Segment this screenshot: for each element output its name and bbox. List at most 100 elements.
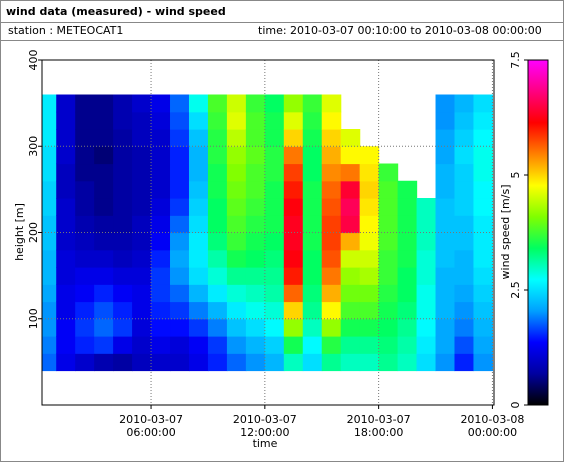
- heat-cell: [264, 111, 285, 130]
- heat-cell: [454, 198, 475, 216]
- heat-cell: [264, 129, 285, 147]
- heat-cell: [302, 111, 323, 130]
- heat-cell: [151, 111, 171, 130]
- heat-cell: [378, 284, 399, 303]
- heat-cell: [473, 215, 494, 234]
- heat-cell: [302, 336, 323, 354]
- heat-cell: [359, 336, 380, 354]
- heat-cell: [245, 94, 266, 113]
- heat-cell: [416, 232, 437, 251]
- heat-cell: [207, 163, 228, 182]
- heat-cell: [94, 318, 114, 337]
- y-tick-label: 300: [27, 136, 40, 157]
- y-tick-label: 400: [27, 50, 40, 71]
- heat-cell: [397, 198, 418, 216]
- heat-cell: [132, 215, 152, 234]
- heat-cell: [473, 353, 494, 372]
- heat-cell: [151, 129, 171, 147]
- heat-cell: [113, 336, 133, 354]
- heat-cell: [94, 94, 114, 113]
- heat-cell: [207, 215, 228, 234]
- heat-cell: [188, 94, 209, 113]
- heat-cell: [42, 353, 57, 372]
- heat-cell: [321, 180, 342, 199]
- heat-cell: [283, 180, 304, 199]
- heat-cell: [378, 353, 399, 372]
- heat-cell: [170, 215, 190, 234]
- heat-cell: [378, 267, 399, 285]
- heat-cell: [113, 284, 133, 303]
- heat-cell: [56, 180, 76, 199]
- colorbar-tick-label: 0: [509, 402, 522, 409]
- heat-cell: [151, 232, 171, 251]
- heat-cell: [245, 267, 266, 285]
- heat-cell: [359, 180, 380, 199]
- heat-cell: [75, 249, 95, 268]
- heat-cell: [132, 301, 152, 320]
- heat-cell: [42, 94, 57, 113]
- heat-cell: [151, 198, 171, 216]
- heat-cell: [340, 318, 361, 337]
- heat-cell: [75, 198, 95, 216]
- heat-cell: [340, 284, 361, 303]
- heat-cell: [435, 267, 456, 285]
- heat-cell: [56, 249, 76, 268]
- heat-cell: [207, 318, 228, 337]
- heat-cell: [416, 198, 437, 216]
- heat-cell: [113, 353, 133, 372]
- heat-cell: [359, 301, 380, 320]
- colorbar-tick-label: 2.5: [509, 281, 522, 299]
- heat-cell: [226, 318, 247, 337]
- heat-cell: [207, 284, 228, 303]
- heat-cell: [302, 146, 323, 165]
- heat-cell: [340, 301, 361, 320]
- heat-cell: [473, 318, 494, 337]
- heat-cell: [302, 232, 323, 251]
- colorbar: [527, 59, 549, 406]
- heat-cell: [207, 111, 228, 130]
- heat-cell: [321, 232, 342, 251]
- heat-cell: [56, 129, 76, 147]
- heat-cell: [94, 198, 114, 216]
- heat-cell: [42, 284, 57, 303]
- heat-cell: [397, 249, 418, 268]
- heat-cell: [473, 129, 494, 147]
- heat-cell: [170, 353, 190, 372]
- heat-cell: [378, 249, 399, 268]
- heat-cell: [207, 129, 228, 147]
- heat-cell: [75, 318, 95, 337]
- heat-cell: [473, 163, 494, 182]
- heat-cell: [454, 94, 475, 113]
- heat-cell: [188, 267, 209, 285]
- heat-cell: [42, 215, 57, 234]
- heat-cell: [454, 353, 475, 372]
- heat-cell: [340, 249, 361, 268]
- x-tick-label: 2010-03-07 06:00:00: [119, 413, 184, 439]
- heat-cell: [283, 215, 304, 234]
- heat-cell: [264, 180, 285, 199]
- heat-cell: [245, 232, 266, 251]
- heat-cell: [378, 301, 399, 320]
- heat-cell: [170, 232, 190, 251]
- heat-cell: [170, 180, 190, 199]
- heat-cell: [132, 94, 152, 113]
- heat-cell: [132, 180, 152, 199]
- heat-cell: [188, 198, 209, 216]
- heat-cell: [113, 111, 133, 130]
- heat-cell: [75, 215, 95, 234]
- heat-cell: [378, 336, 399, 354]
- heat-cell: [132, 129, 152, 147]
- y-axis-title: height [m]: [13, 203, 26, 261]
- heat-cell: [188, 336, 209, 354]
- colorbar-title: wind speed [m/s]: [499, 185, 512, 280]
- heat-cell: [75, 111, 95, 130]
- heat-cell: [397, 267, 418, 285]
- heat-cell: [416, 318, 437, 337]
- heat-cell: [42, 267, 57, 285]
- heat-cell: [283, 94, 304, 113]
- heat-cell: [75, 353, 95, 372]
- heat-cell: [264, 284, 285, 303]
- heat-cell: [56, 215, 76, 234]
- heat-cell: [302, 180, 323, 199]
